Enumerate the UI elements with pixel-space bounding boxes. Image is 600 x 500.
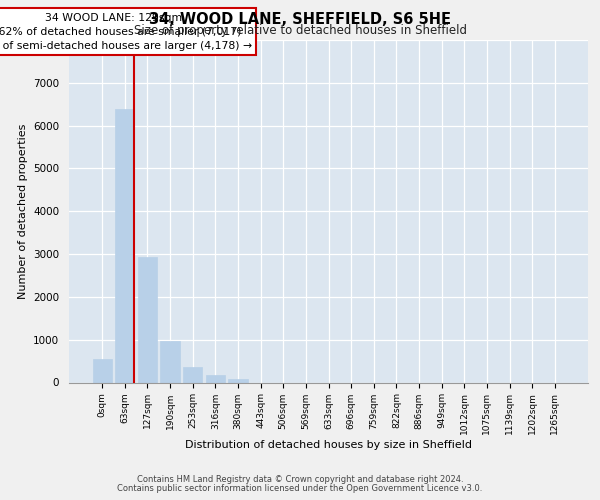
Text: Contains public sector information licensed under the Open Government Licence v3: Contains public sector information licen… [118,484,482,493]
Text: 34, WOOD LANE, SHEFFIELD, S6 5HE: 34, WOOD LANE, SHEFFIELD, S6 5HE [149,12,451,28]
Text: 34 WOOD LANE: 129sqm
← 62% of detached houses are smaller (7,017)
37% of semi-de: 34 WOOD LANE: 129sqm ← 62% of detached h… [0,12,252,51]
Y-axis label: Number of detached properties: Number of detached properties [17,124,28,299]
Bar [160,340,180,382]
Text: Contains HM Land Registry data © Crown copyright and database right 2024.: Contains HM Land Registry data © Crown c… [137,475,463,484]
Bar [138,256,157,382]
Bar [229,379,248,382]
Bar [115,110,134,382]
Text: Size of property relative to detached houses in Sheffield: Size of property relative to detached ho… [133,24,467,37]
Bar [206,375,225,382]
Bar [183,366,202,382]
X-axis label: Distribution of detached houses by size in Sheffield: Distribution of detached houses by size … [185,440,472,450]
Bar [92,358,112,382]
